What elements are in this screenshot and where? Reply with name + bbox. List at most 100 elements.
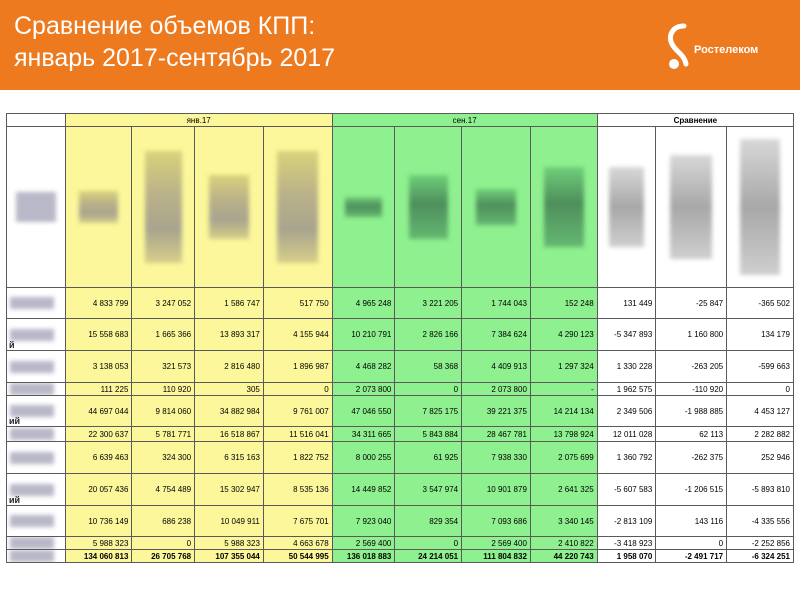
value-cell: 4 468 282 (331, 350, 396, 383)
value-cell: 15 302 947 (194, 473, 264, 506)
total-cell: 26 705 768 (131, 549, 196, 563)
table-row: 3 138 053 321 573 2 816 480 1 896 987 4 468 … (6, 350, 794, 383)
value-cell: -5 347 893 (596, 318, 657, 351)
total-cell: 111 804 832 (461, 549, 531, 563)
value-cell: 34 882 984 (194, 395, 264, 427)
value-cell: 3 138 053 (64, 350, 133, 383)
blurred-header (544, 167, 584, 247)
value-cell: 2 073 800 (331, 382, 396, 396)
value-cell: 1 330 228 (596, 350, 657, 383)
column-header (64, 126, 133, 288)
value-cell: 1 962 575 (596, 382, 657, 396)
table-row: 6 639 463 324 300 6 315 163 1 822 752 8 000 … (6, 441, 794, 474)
value-cell: 1 822 752 (262, 441, 333, 474)
row-label-cell (6, 382, 66, 396)
value-cell: 4 290 123 (529, 318, 598, 351)
jan-group-header: янв.17 (64, 113, 333, 127)
value-cell: 2 349 506 (596, 395, 657, 427)
row-label-cell: ий (6, 473, 66, 506)
value-cell: 305 (194, 382, 264, 396)
value-cell: 4 453 127 (726, 395, 794, 427)
value-cell: 10 901 879 (461, 473, 531, 506)
value-cell: 10 210 791 (331, 318, 396, 351)
value-cell: 0 (655, 536, 728, 550)
value-cell: 15 558 683 (64, 318, 133, 351)
value-cell: 111 225 (64, 382, 133, 396)
value-cell: 2 569 400 (331, 536, 396, 550)
value-cell: - (529, 382, 598, 396)
total-cell: -6 324 251 (726, 549, 794, 563)
value-cell: -262 375 (655, 441, 728, 474)
value-cell: 1 896 987 (262, 350, 333, 383)
row-label-cell: ий (6, 395, 66, 427)
compare-group-header: Сравнение (596, 113, 795, 127)
value-cell: 6 639 463 (64, 441, 133, 474)
value-cell: -5 607 583 (596, 473, 657, 506)
value-cell: 131 449 (596, 287, 657, 319)
value-cell: 152 248 (529, 287, 598, 319)
value-cell: 2 075 699 (529, 441, 598, 474)
column-header (394, 126, 463, 288)
blurred-header (277, 151, 319, 263)
value-cell: 0 (726, 382, 794, 396)
value-cell: 6 315 163 (194, 441, 264, 474)
row-label-suffix: ий (9, 495, 21, 505)
slide-title: Сравнение объемов КПП: январь 2017-сентя… (14, 10, 335, 74)
row-label-cell (6, 350, 66, 383)
row-label-suffix: ий (9, 416, 21, 426)
rostelecom-logo: Ростелеком (664, 20, 784, 72)
row-label-cell (6, 536, 66, 550)
value-cell: 13 893 317 (194, 318, 264, 351)
value-cell: 324 300 (131, 441, 196, 474)
value-cell: 5 843 884 (394, 426, 463, 442)
value-cell: 10 049 911 (194, 505, 264, 537)
total-row: 134 060 813 26 705 768 107 355 044 50 544 9… (6, 549, 794, 563)
column-header (726, 126, 794, 288)
value-cell: 143 116 (655, 505, 728, 537)
row-label-cell: й (6, 318, 66, 351)
blurred-row-label (10, 383, 54, 395)
blurred-header (408, 175, 448, 239)
value-cell: 22 300 637 (64, 426, 133, 442)
blurred-row-label (10, 451, 54, 464)
value-cell: 16 518 867 (194, 426, 264, 442)
row-label-suffix: й (9, 340, 15, 350)
blurred-header (144, 151, 182, 263)
value-cell: 0 (394, 536, 463, 550)
value-cell: -2 252 856 (726, 536, 794, 550)
blurred-row-label (10, 428, 54, 440)
value-cell: 4 754 489 (131, 473, 196, 506)
value-cell: 61 925 (394, 441, 463, 474)
label-column-header (6, 126, 66, 288)
value-cell: 321 573 (131, 350, 196, 383)
value-cell: 4 833 799 (64, 287, 133, 319)
table-row: 111 225 110 920 305 0 2 073 800 0 2 073 800-1 … (6, 382, 794, 396)
blurred-row-label (10, 405, 54, 417)
column-header-row (6, 126, 794, 288)
column-header (529, 126, 598, 288)
value-cell: -25 847 (655, 287, 728, 319)
table-row: 10 736 149 686 238 10 049 911 7 675 701 7 92… (6, 505, 794, 537)
value-cell: 2 641 325 (529, 473, 598, 506)
blurred-row-label (10, 483, 54, 496)
row-label-cell (6, 549, 66, 563)
value-cell: 44 697 044 (64, 395, 133, 427)
comparison-table-wrapper: янв.17 сен.17 Сравнение 4 833 799 3 247 0… (6, 113, 795, 565)
value-cell: 20 057 436 (64, 473, 133, 506)
column-header (194, 126, 264, 288)
blurred-header (609, 167, 644, 247)
title-line-2: январь 2017-сентябрь 2017 (14, 44, 336, 72)
value-cell: 12 011 028 (596, 426, 657, 442)
value-cell: 1 586 747 (194, 287, 264, 319)
blurred-row-label (10, 360, 54, 373)
total-cell: 24 214 051 (394, 549, 463, 563)
value-cell: 13 798 924 (529, 426, 598, 442)
blurred-header (670, 155, 713, 259)
value-cell: 14 449 852 (331, 473, 396, 506)
logo-text: Ростелеком (694, 44, 759, 56)
value-cell: 1 297 324 (529, 350, 598, 383)
value-cell: 4 155 944 (262, 318, 333, 351)
value-cell: -1 988 885 (655, 395, 728, 427)
table-row: й 15 558 683 1 665 366 13 893 317 4 155 944 1… (6, 318, 794, 351)
column-header (461, 126, 531, 288)
